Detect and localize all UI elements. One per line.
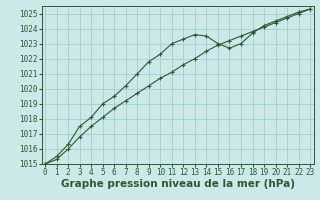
X-axis label: Graphe pression niveau de la mer (hPa): Graphe pression niveau de la mer (hPa) xyxy=(60,179,295,189)
